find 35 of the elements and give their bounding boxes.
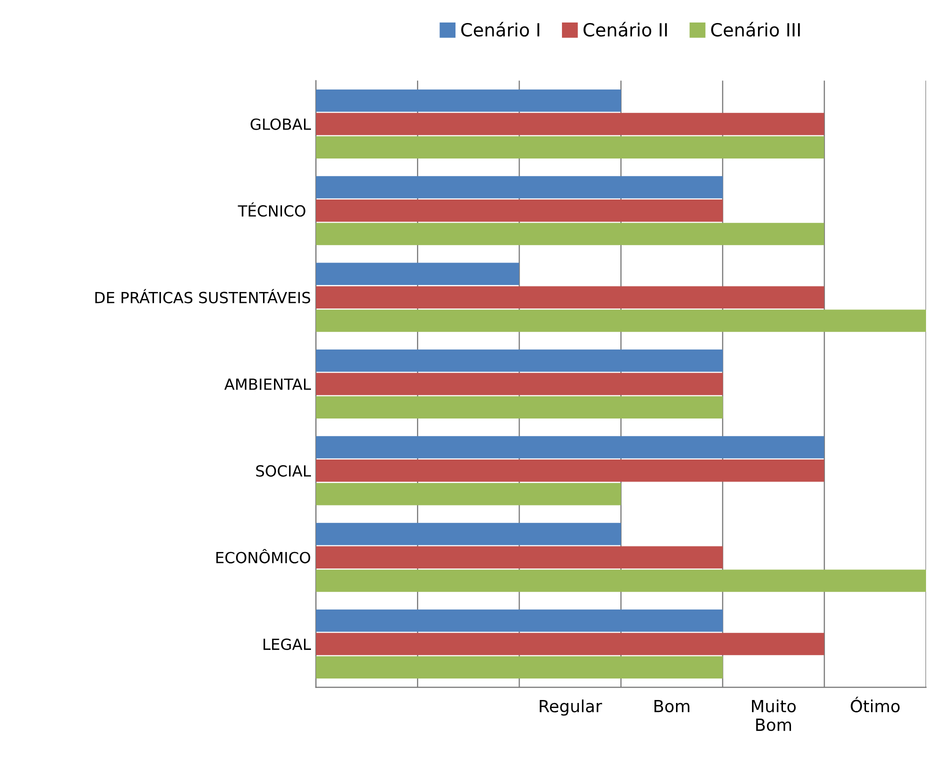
bar bbox=[316, 176, 723, 198]
text: Bom bbox=[654, 700, 690, 712]
bar bbox=[316, 222, 824, 246]
bar bbox=[316, 200, 723, 222]
text: Muito Bom bbox=[752, 699, 796, 732]
bar bbox=[316, 372, 723, 396]
text: Ótimo bbox=[850, 696, 900, 712]
bar bbox=[316, 460, 824, 482]
bar bbox=[316, 656, 723, 679]
y-tick-label: DE PRÁTICAS SUSTENTÁVEIS bbox=[95, 288, 310, 304]
bar bbox=[316, 610, 723, 632]
y-tick-label: LEGAL bbox=[264, 638, 311, 650]
bar bbox=[316, 112, 824, 136]
y-tick-label: AMBIENTAL bbox=[224, 378, 311, 390]
legend-label: Cenário III bbox=[711, 22, 800, 37]
text: Regular bbox=[540, 699, 602, 716]
legend-label: Cenário I bbox=[461, 22, 540, 37]
bar bbox=[316, 310, 926, 332]
y-tick-label: TÉCNICO bbox=[238, 202, 306, 217]
y-tick-label: ECONÔMICO bbox=[216, 549, 310, 564]
bar bbox=[316, 262, 520, 286]
bar bbox=[316, 436, 824, 458]
bar bbox=[316, 546, 723, 568]
bar bbox=[316, 89, 621, 112]
bar bbox=[316, 286, 824, 308]
y-tick-label: SOCIAL bbox=[256, 465, 311, 477]
bar bbox=[316, 632, 824, 656]
bar bbox=[316, 136, 824, 158]
bar bbox=[316, 349, 723, 372]
legend-label: Cenário II bbox=[584, 22, 667, 37]
bar bbox=[316, 482, 621, 506]
bar bbox=[316, 522, 621, 546]
bar bbox=[316, 396, 723, 419]
bar bbox=[316, 570, 926, 592]
y-tick-label: GLOBAL bbox=[250, 118, 311, 130]
